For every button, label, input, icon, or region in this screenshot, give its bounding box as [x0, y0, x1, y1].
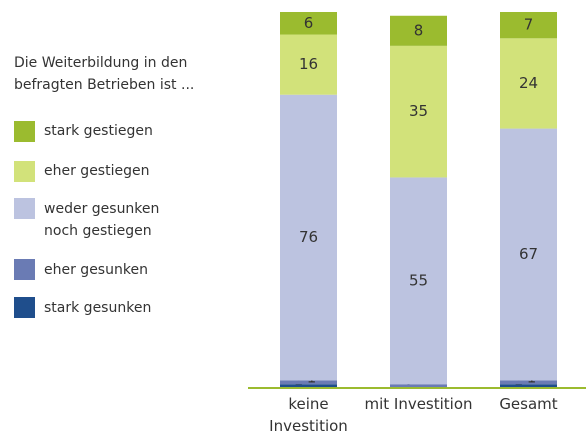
- bar-segment: [390, 45, 447, 178]
- legend-label: eher gestiegen: [44, 163, 150, 179]
- bar-segment: [390, 15, 447, 46]
- data-label: 67: [519, 245, 538, 263]
- bar-segment: [500, 380, 557, 385]
- data-label: 8: [414, 21, 424, 39]
- bar-segment: [500, 384, 557, 388]
- bar-segment: [280, 34, 337, 95]
- legend-swatch: [14, 161, 35, 182]
- data-label: 24: [519, 74, 538, 92]
- legend-swatch: [14, 297, 35, 318]
- legend-label: stark gestiegen: [44, 123, 153, 139]
- x-tick-label: keine Investition: [269, 395, 348, 435]
- chart-title: Die Weiterbildung in den befragten Betri…: [14, 55, 195, 93]
- bar-segment: [390, 177, 447, 385]
- legend-swatch: [14, 198, 35, 219]
- legend-label: stark gesunken: [44, 300, 152, 316]
- legend-label: weder gesunken noch gestiegen: [44, 201, 160, 239]
- data-label: 35: [409, 102, 428, 120]
- legend-swatch: [14, 121, 35, 142]
- bar-segment: [390, 384, 447, 388]
- x-tick-label: Gesamt: [499, 395, 558, 413]
- bar-segment: [500, 12, 557, 39]
- bar-segment: [500, 128, 557, 381]
- legend-label: eher gesunken: [44, 262, 148, 278]
- data-label: 76: [299, 228, 318, 246]
- data-label: 7: [524, 16, 534, 34]
- data-label: 16: [299, 55, 318, 73]
- data-label: 6: [304, 14, 314, 32]
- bar-segment: [280, 12, 337, 35]
- bar-segment: [280, 380, 337, 385]
- bar-segment: [280, 94, 337, 381]
- bar-segment: [500, 38, 557, 129]
- x-tick-label: mit Investition: [364, 395, 473, 413]
- data-label: 55: [409, 271, 428, 289]
- legend-swatch: [14, 259, 35, 280]
- bar-segment: [280, 384, 337, 388]
